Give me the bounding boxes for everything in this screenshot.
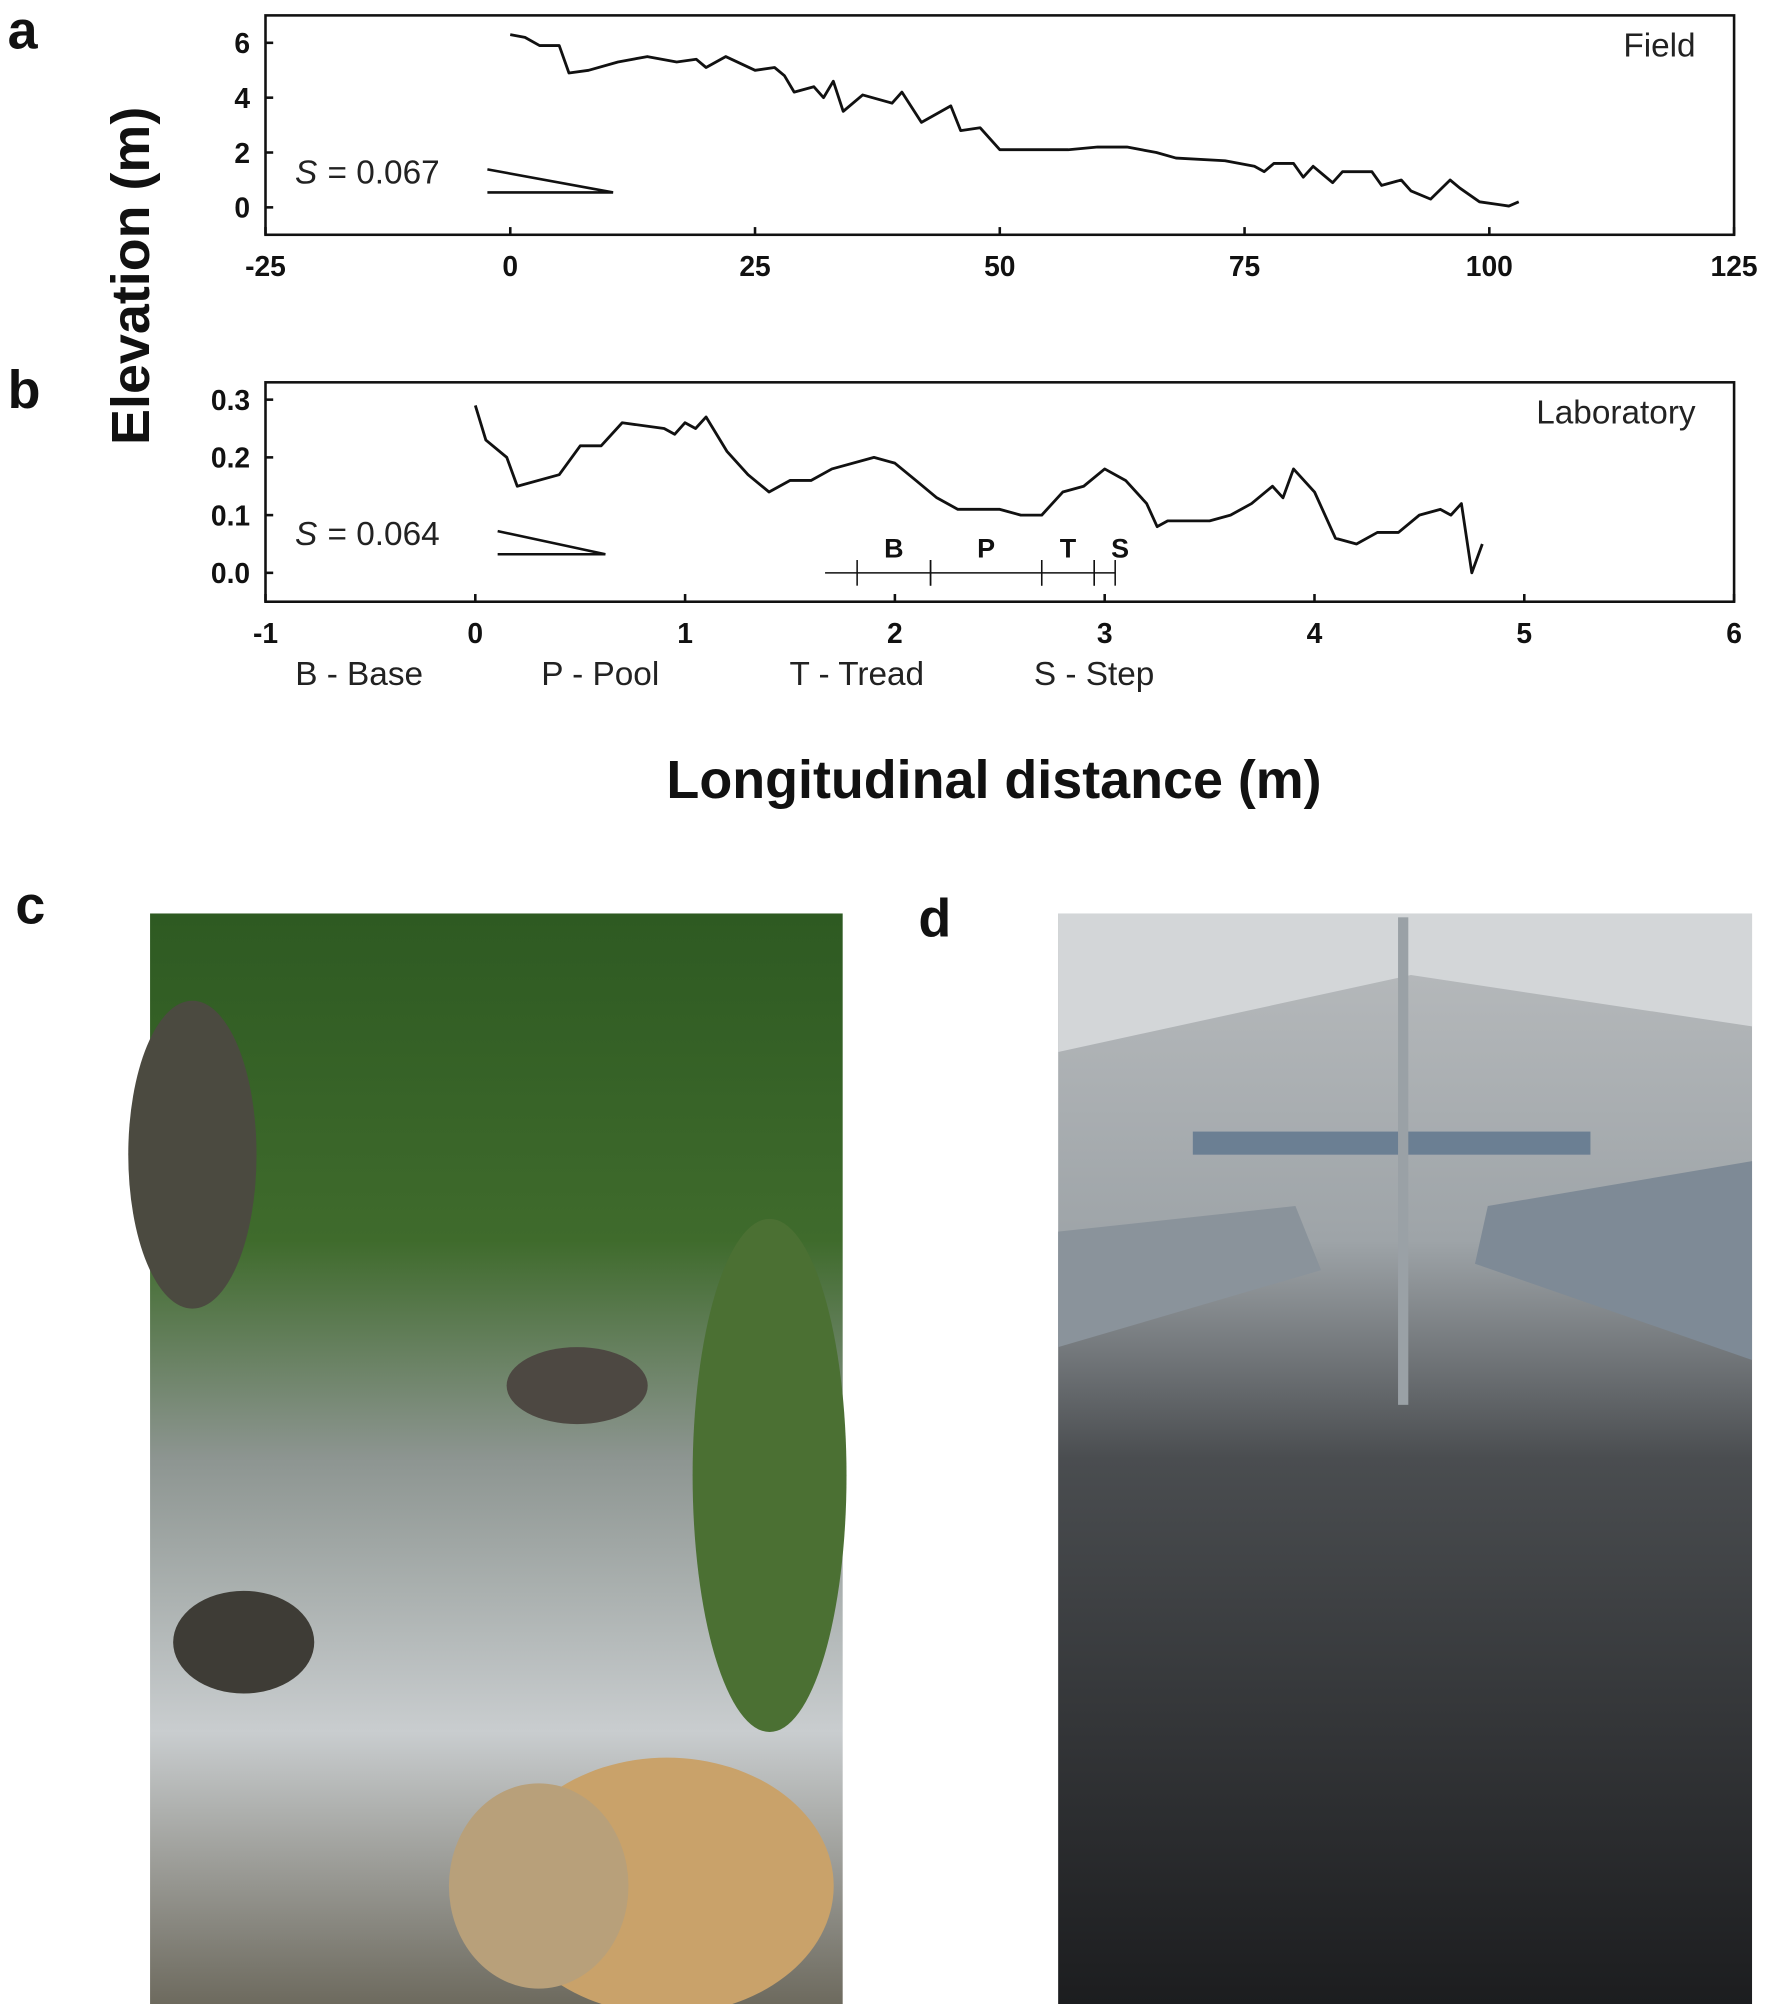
key-entry: B - Base: [295, 656, 423, 693]
panel-label: c: [15, 876, 45, 936]
photo-field-stream: [128, 913, 847, 2004]
photo-laboratory-flume: [1058, 913, 1753, 2004]
x-tick-label: 125: [1711, 250, 1758, 282]
slope-symbol: S: [295, 516, 317, 553]
x-tick-label: -25: [245, 250, 286, 282]
x-tick-label: -1: [253, 617, 278, 649]
data-line: [509, 33, 1520, 208]
key-entry: T - Tread: [789, 656, 924, 693]
panel-annotation: Laboratory: [1536, 394, 1696, 431]
y-tick-label: 0.0: [211, 557, 250, 589]
slope-triangle: [497, 529, 606, 556]
y-tick-label: 0.2: [211, 442, 250, 474]
panel-label: b: [8, 360, 41, 420]
data-line: [473, 405, 1484, 575]
x-tick-label: 4: [1307, 617, 1323, 649]
x-tick-label: 0: [502, 250, 518, 282]
y-tick-label: 0.3: [211, 384, 250, 416]
y-axis-label: Elevation (m): [101, 107, 161, 445]
y-tick-label: 4: [234, 82, 250, 114]
slope-value: = 0.067: [328, 154, 440, 191]
y-tick-label: 2: [234, 137, 250, 169]
x-tick-label: 25: [739, 250, 770, 282]
y-tick-label: 6: [234, 27, 250, 59]
y-tick-label: 0: [234, 192, 250, 224]
x-tick-label: 0: [467, 617, 483, 649]
x-tick-label: 75: [1229, 250, 1260, 282]
segment-label: B: [884, 533, 903, 563]
key-entry: S - Step: [1034, 656, 1154, 693]
x-tick-label: 100: [1466, 250, 1513, 282]
slope-annotation: S = 0.067: [295, 154, 440, 191]
x-tick-label: 2: [887, 617, 903, 649]
segment-label: S: [1111, 533, 1129, 563]
panel-label: d: [918, 889, 951, 949]
key-entry: P - Pool: [541, 656, 659, 693]
x-tick-label: 6: [1726, 617, 1742, 649]
panel-annotation: Field: [1623, 27, 1695, 64]
slope-symbol: S: [295, 154, 317, 191]
panel-label: a: [8, 1, 39, 61]
x-tick-label: 1: [677, 617, 693, 649]
plot-frame: [264, 381, 1736, 603]
y-tick-label: 0.1: [211, 499, 250, 531]
x-tick-label: 50: [984, 250, 1015, 282]
x-tick-label: 5: [1516, 617, 1532, 649]
plot-frame: [264, 14, 1736, 237]
segment-label: P: [977, 533, 995, 563]
segment-label: T: [1060, 533, 1077, 563]
slope-triangle: [487, 168, 614, 194]
slope-annotation: S = 0.064: [295, 516, 440, 553]
x-tick-label: 3: [1097, 617, 1113, 649]
x-axis-label: Longitudinal distance (m): [666, 750, 1321, 810]
slope-value: = 0.064: [328, 516, 440, 553]
